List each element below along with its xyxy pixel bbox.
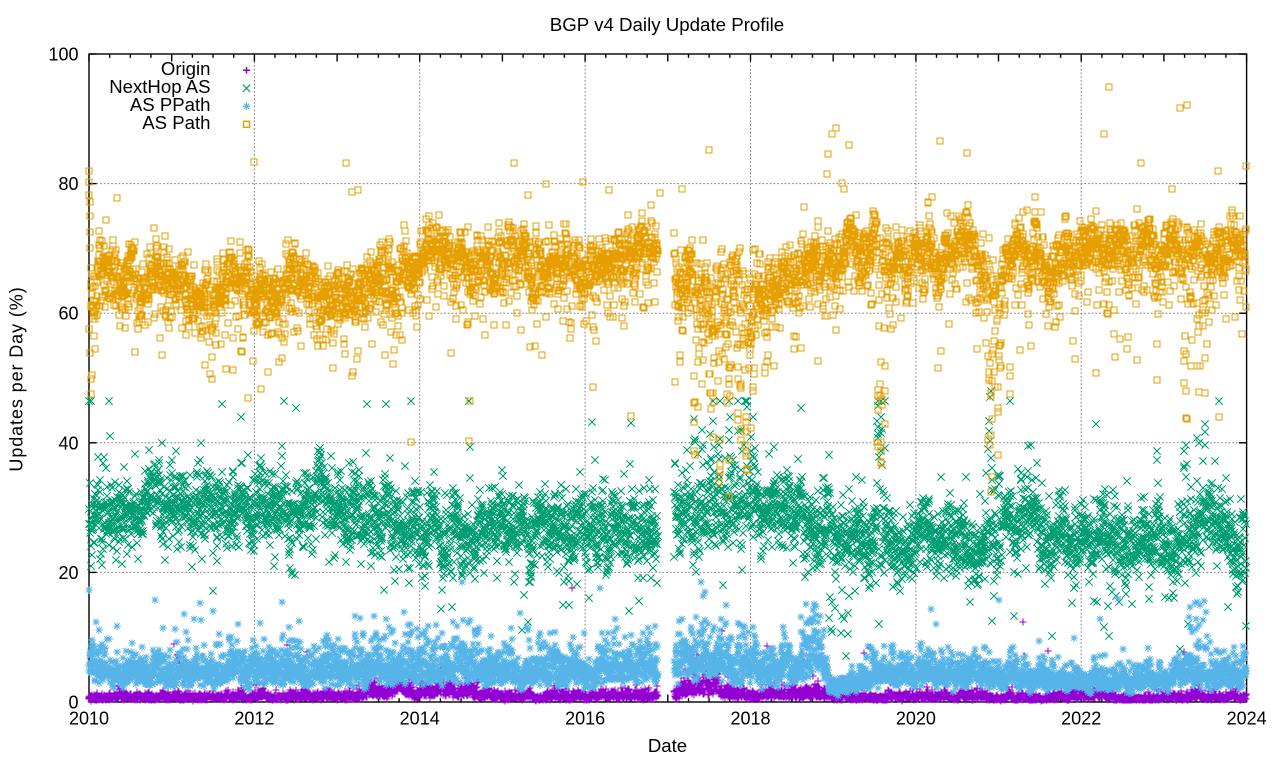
svg-text:Updates per Day (%): Updates per Day (%) [7, 286, 27, 471]
svg-text:2016: 2016 [565, 709, 605, 729]
svg-text:BGP v4 Daily Update Profile: BGP v4 Daily Update Profile [550, 14, 784, 35]
svg-text:2024: 2024 [1227, 709, 1267, 729]
svg-text:100: 100 [48, 45, 78, 65]
svg-text:2018: 2018 [730, 709, 770, 729]
svg-text:Date: Date [648, 735, 687, 756]
svg-text:0: 0 [68, 693, 78, 713]
svg-text:AS PPath: AS PPath [130, 94, 211, 115]
svg-text:60: 60 [58, 304, 78, 324]
svg-text:Origin: Origin [161, 58, 211, 79]
svg-text:AS Path: AS Path [142, 112, 210, 133]
svg-text:2022: 2022 [1061, 709, 1101, 729]
svg-text:20: 20 [58, 563, 78, 583]
svg-text:80: 80 [58, 174, 78, 194]
svg-text:2012: 2012 [234, 709, 274, 729]
svg-text:2014: 2014 [400, 709, 440, 729]
svg-text:NextHop AS: NextHop AS [109, 76, 210, 97]
svg-text:2020: 2020 [896, 709, 936, 729]
svg-text:2010: 2010 [69, 709, 109, 729]
svg-text:40: 40 [58, 433, 78, 453]
